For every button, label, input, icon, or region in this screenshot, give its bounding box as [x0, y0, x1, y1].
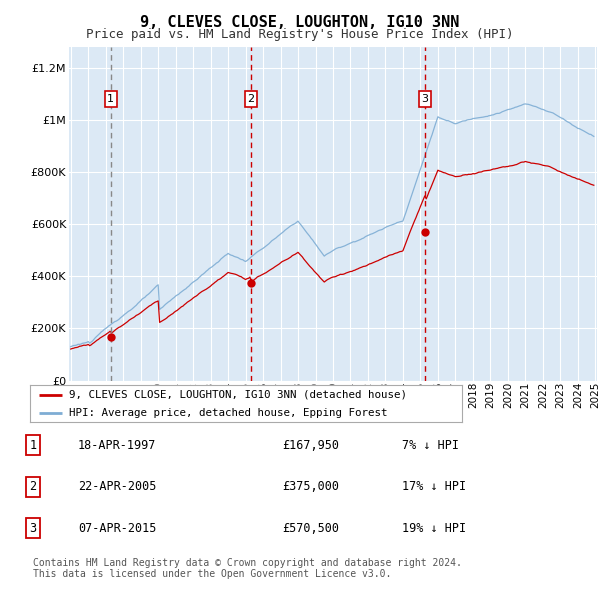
Text: HPI: Average price, detached house, Epping Forest: HPI: Average price, detached house, Eppi… [69, 408, 388, 418]
Text: 2: 2 [29, 480, 37, 493]
Text: 17% ↓ HPI: 17% ↓ HPI [402, 480, 466, 493]
Text: 3: 3 [422, 94, 428, 104]
Text: 9, CLEVES CLOSE, LOUGHTON, IG10 3NN (detached house): 9, CLEVES CLOSE, LOUGHTON, IG10 3NN (det… [69, 390, 407, 399]
Text: £570,500: £570,500 [282, 522, 339, 535]
Text: 1: 1 [107, 94, 114, 104]
Text: £167,950: £167,950 [282, 439, 339, 452]
Text: 9, CLEVES CLOSE, LOUGHTON, IG10 3NN: 9, CLEVES CLOSE, LOUGHTON, IG10 3NN [140, 15, 460, 30]
Text: 7% ↓ HPI: 7% ↓ HPI [402, 439, 459, 452]
Text: Price paid vs. HM Land Registry's House Price Index (HPI): Price paid vs. HM Land Registry's House … [86, 28, 514, 41]
Text: 18-APR-1997: 18-APR-1997 [78, 439, 157, 452]
Text: £375,000: £375,000 [282, 480, 339, 493]
Text: Contains HM Land Registry data © Crown copyright and database right 2024.
This d: Contains HM Land Registry data © Crown c… [33, 558, 462, 579]
Text: 07-APR-2015: 07-APR-2015 [78, 522, 157, 535]
Text: 3: 3 [29, 522, 37, 535]
Text: 2: 2 [247, 94, 254, 104]
Text: 1: 1 [29, 439, 37, 452]
Text: 19% ↓ HPI: 19% ↓ HPI [402, 522, 466, 535]
Text: 22-APR-2005: 22-APR-2005 [78, 480, 157, 493]
